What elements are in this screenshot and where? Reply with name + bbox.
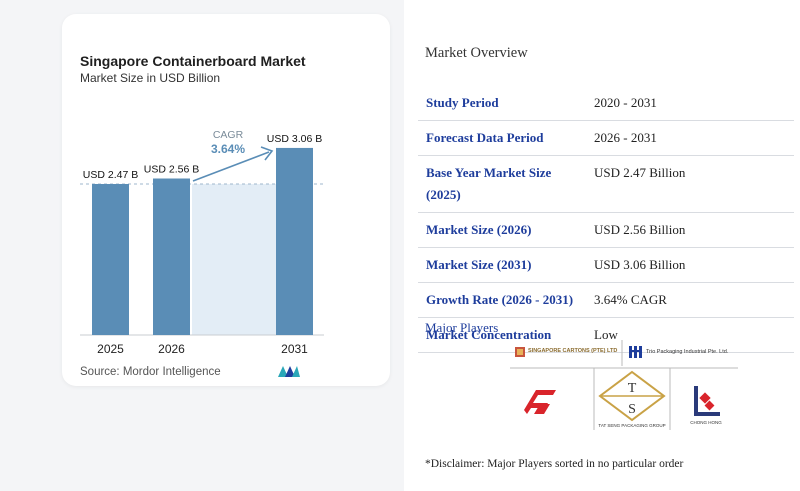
overview-row-value: USD 2.47 Billion bbox=[588, 155, 794, 213]
overview-row-label: Market Size (2031) bbox=[418, 247, 588, 283]
cagr-value: 3.64% bbox=[211, 142, 245, 156]
chong-hong-logo: CHONG HONG bbox=[686, 382, 726, 428]
chong-hong-icon bbox=[694, 386, 720, 416]
singapore-cartons-name: SINGAPORE CARTONS (PTE) LTD bbox=[528, 348, 618, 354]
singapore-cartons-icon bbox=[515, 347, 525, 357]
overview-row-label: Forecast Data Period bbox=[418, 120, 588, 156]
overview-row-value: 3.64% CAGR bbox=[588, 282, 794, 318]
overview-row-value: USD 3.06 Billion bbox=[588, 247, 794, 283]
chart-source: Source: Mordor Intelligence bbox=[80, 366, 221, 378]
overview-row: Study Period 2020 - 2031 bbox=[418, 86, 794, 121]
chart-card: Singapore Containerboard Market Market S… bbox=[62, 14, 390, 386]
growth-band bbox=[192, 184, 276, 335]
overview-row: Growth Rate (2026 - 2031) 3.64% CAGR bbox=[418, 282, 794, 318]
chart-title: Singapore Containerboard Market bbox=[80, 53, 306, 69]
overview-row-value: 2026 - 2031 bbox=[588, 120, 794, 156]
bars-layer: USD 2.47 B 2025 USD 2.56 B 2026 USD 3.06 B 20… bbox=[83, 133, 322, 356]
cagr-arrow bbox=[192, 151, 270, 182]
overview-table: Study Period 2020 - 2031 Forecast Data Per… bbox=[418, 86, 794, 353]
disclaimer: *Disclaimer: Major Players sorted in no … bbox=[425, 458, 684, 470]
logo-grid bbox=[510, 340, 738, 430]
overview-row-label: Market Size (2026) bbox=[418, 212, 588, 248]
tat-seng-logo: T S TAT SENG PACKAGING GROUP bbox=[596, 370, 668, 430]
overview-row-label: Base Year Market Size (2025) bbox=[418, 155, 588, 213]
overview-row: Market Concentration Low bbox=[418, 317, 794, 353]
overview-row-label: Growth Rate (2026 - 2031) bbox=[418, 282, 588, 318]
chart-subtitle: Market Size in USD Billion bbox=[80, 71, 221, 85]
overview-row: Forecast Data Period 2026 - 2031 bbox=[418, 120, 794, 156]
data-label-2031: USD 3.06 B bbox=[267, 133, 322, 145]
red-arrows-icon bbox=[524, 390, 556, 414]
bar-2025 bbox=[92, 184, 129, 335]
tat-seng-name: TAT SENG PACKAGING GROUP bbox=[598, 423, 666, 428]
overview-row: Market Size (2031) USD 3.06 Billion bbox=[418, 247, 794, 283]
bar-2026 bbox=[153, 178, 190, 335]
overview-row-value: 2020 - 2031 bbox=[588, 86, 794, 121]
x-tick-label-2031: 2031 bbox=[281, 342, 308, 356]
overview-row-label: Study Period bbox=[418, 86, 588, 121]
overview-row: Market Size (2026) USD 2.56 Billion bbox=[418, 212, 794, 248]
cagr-label: CAGR bbox=[213, 129, 244, 141]
data-label-2026: USD 2.56 B bbox=[144, 163, 199, 175]
bar-chart: USD 2.47 B 2025 USD 2.56 B 2026 USD 3.06 B 20… bbox=[80, 129, 324, 356]
cagr-arrowhead bbox=[260, 146, 274, 161]
major-players-logos: SINGAPORE CARTONS (PTE) LTD Trio Packagi… bbox=[510, 336, 738, 432]
overview-row-label: Market Concentration bbox=[418, 317, 588, 353]
red-packaging-logo bbox=[520, 384, 560, 420]
svg-text:S: S bbox=[628, 402, 636, 417]
data-label-2025: USD 2.47 B bbox=[83, 169, 138, 181]
market-overview-panel: Market Overview Study Period 2020 - 2031 F… bbox=[404, 0, 800, 491]
bar-2031 bbox=[276, 147, 313, 335]
trio-packaging-icon bbox=[629, 346, 642, 358]
overview-row: Base Year Market Size (2025) USD 2.47 Bil… bbox=[418, 155, 794, 213]
mordor-logo-icon bbox=[278, 366, 300, 377]
major-players-title: Major Players bbox=[425, 320, 499, 335]
x-tick-label-2025: 2025 bbox=[97, 342, 124, 356]
tat-seng-emblem-icon: T S bbox=[598, 370, 666, 422]
trio-packaging-name: Trio Packaging Industrial Pte. Ltd. bbox=[646, 349, 729, 355]
overview-title: Market Overview bbox=[425, 45, 528, 61]
svg-text:T: T bbox=[628, 381, 637, 396]
chong-hong-name: CHONG HONG bbox=[690, 420, 722, 425]
overview-row-value: USD 2.56 Billion bbox=[588, 212, 794, 248]
x-tick-label-2026: 2026 bbox=[158, 342, 185, 356]
